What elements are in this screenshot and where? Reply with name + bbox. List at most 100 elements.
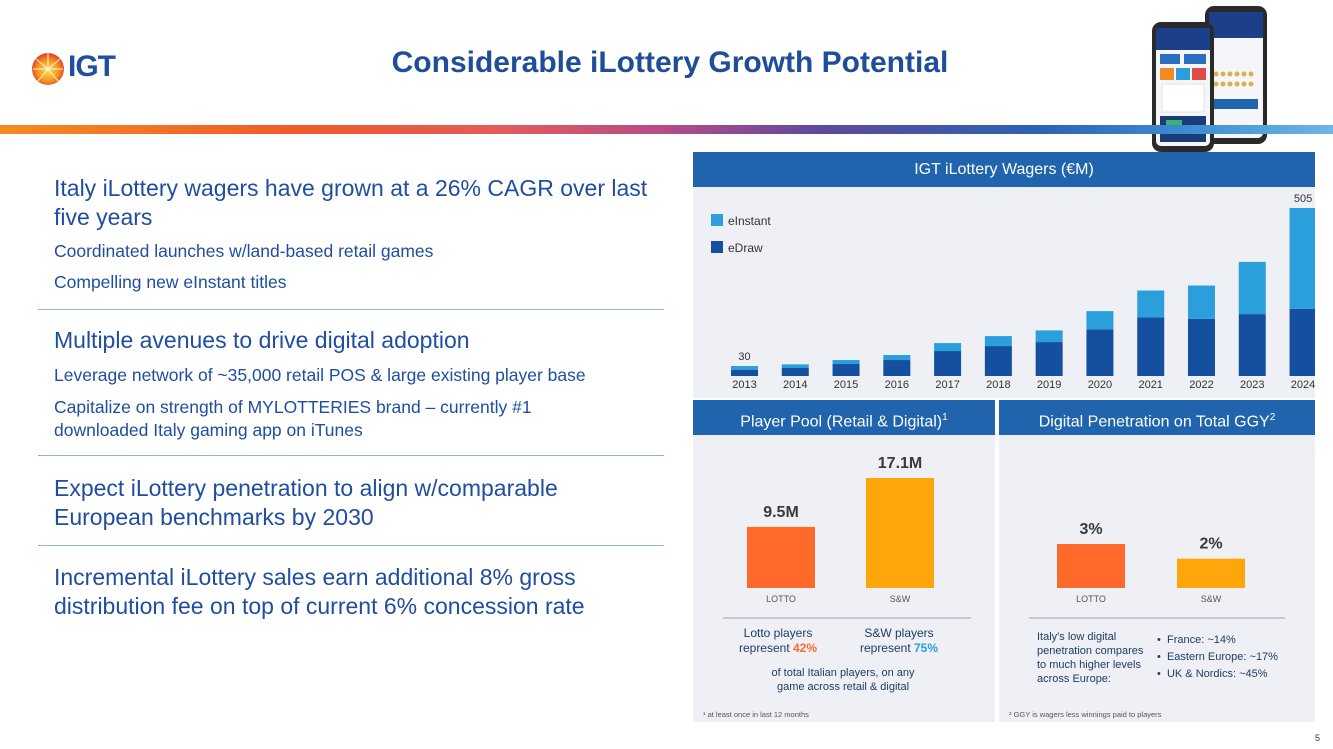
bar-edraw-2020 — [1086, 329, 1114, 376]
penetration-footnote: ² GGY is wagers less winnings paid to pl… — [1009, 710, 1162, 719]
x-tick-label: 2022 — [1189, 379, 1213, 391]
sw-share-pct: 75% — [914, 641, 939, 655]
bar-lotto — [747, 526, 815, 588]
bar-einstant-2020 — [1086, 311, 1114, 330]
x-tick-label: 2018 — [986, 379, 1010, 391]
section-4-heading: Incremental iLottery sales earn addition… — [54, 564, 585, 619]
section-2-bullet-2: Capitalize on strength of MYLOTTERIES br… — [54, 397, 532, 440]
wagers-panel: IGT iLottery Wagers (€M) eInstant eDraw … — [693, 152, 1315, 398]
x-tick-label: 2019 — [1037, 379, 1061, 391]
lotto-players-note: Lotto players represent 42% — [723, 626, 833, 656]
x-tick-label: 2024 — [1291, 379, 1315, 391]
bar-einstant-2019 — [1035, 330, 1063, 343]
bar-lotto — [1057, 544, 1125, 588]
bar-einstant-2013 — [731, 366, 758, 370]
mobile-app-phones-illustration — [1152, 6, 1267, 152]
category-label: S&W — [1201, 594, 1222, 604]
bar-edraw-2014 — [781, 368, 809, 376]
penetration-chart: 3% LOTTO 2% S&W — [1029, 521, 1285, 619]
bar-edraw-2017 — [934, 351, 962, 376]
sw-players-line1: S&W players — [864, 626, 934, 640]
value-label: 2% — [1199, 536, 1222, 553]
bar-einstant-2018 — [984, 336, 1012, 347]
section-3-heading: Expect iLottery penetration to align w/c… — [54, 475, 558, 530]
x-tick-label: 2014 — [783, 379, 807, 391]
bar-edraw-2018 — [984, 346, 1012, 376]
x-tick-label: 2023 — [1240, 379, 1264, 391]
footnote-marker: 1 — [942, 412, 948, 423]
x-tick-label: 2021 — [1138, 379, 1162, 391]
section-divider — [38, 455, 664, 456]
sw-players-note: S&W players represent 75% — [843, 626, 955, 656]
legend-edraw-label: eDraw — [728, 241, 763, 255]
player-pool-chart: 9.5M LOTTO 17.1M S&W — [723, 455, 971, 619]
penetration-title-text: Digital Penetration on Total GGY — [1038, 413, 1270, 431]
x-tick-label: 2013 — [732, 379, 756, 391]
x-tick-label: 2020 — [1088, 379, 1112, 391]
section-divider — [38, 545, 664, 546]
value-label: 9.5M — [763, 504, 799, 521]
logo-text: IGT — [68, 50, 116, 83]
lotto-share-pct: 42% — [793, 641, 818, 655]
benchmark-item: • UK & Nordics: ~45% — [1157, 668, 1268, 680]
digital-penetration-panel: Digital Penetration on Total GGY2 3% LOTT… — [999, 400, 1315, 722]
bar-edraw-2015 — [832, 364, 860, 376]
pool-footnote: ¹ at least once in last 12 months — [703, 710, 809, 719]
page-title: Considerable iLottery Growth Potential — [391, 46, 949, 79]
pool-caption: of total Italian players, on any game ac… — [771, 667, 915, 693]
bar-edraw-2019 — [1035, 342, 1063, 376]
section-2-bullet-1: Leverage network of ~35,000 retail POS &… — [54, 365, 586, 385]
bar-edraw-2013 — [731, 369, 758, 376]
data-label-2013: 30 — [738, 351, 750, 363]
page-number: 5 — [1314, 733, 1320, 743]
bar-einstant-2023 — [1238, 261, 1266, 315]
penetration-title: Digital Penetration on Total GGY2 — [999, 400, 1315, 435]
bar-einstant-2017 — [934, 343, 962, 352]
lotto-players-line1: Lotto players — [743, 626, 813, 640]
bar-einstant-2021 — [1137, 290, 1165, 318]
benchmark-eastern-europe: Eastern Europe: ~17% — [1166, 651, 1278, 663]
bar-snw — [866, 478, 934, 588]
bar-einstant-2016 — [883, 355, 911, 361]
section-1-bullet-2: Compelling new eInstant titles — [54, 272, 287, 292]
bar-edraw-2016 — [883, 360, 911, 376]
europe-benchmarks-list: • France: ~14% • Eastern Europe: ~17% • … — [1157, 632, 1307, 683]
sw-players-line2: represent 75% — [843, 641, 955, 656]
data-label-2024: 505 — [1294, 193, 1312, 205]
lotto-players-line2: represent 42% — [723, 641, 833, 656]
benchmark-france: France: ~14% — [1166, 634, 1236, 646]
category-label: LOTTO — [1076, 594, 1106, 604]
value-label: 3% — [1079, 521, 1102, 538]
bar-snw — [1177, 558, 1245, 588]
player-pool-title: Player Pool (Retail & Digital)1 — [693, 400, 995, 435]
bar-einstant-2015 — [832, 360, 860, 365]
section-2-heading: Multiple avenues to drive digital adopti… — [54, 327, 470, 353]
sw-represent: represent — [859, 641, 914, 655]
section-1-heading: Italy iLottery wagers have grown at a 26… — [54, 175, 648, 230]
category-label: LOTTO — [766, 594, 796, 604]
section-divider — [38, 309, 664, 310]
sunburst-logo-icon — [32, 53, 64, 85]
bar-edraw-2022 — [1187, 318, 1215, 376]
player-pool-panel: Player Pool (Retail & Digital)1 9.5M LOTT… — [693, 400, 995, 722]
legend-einstant-label: eInstant — [728, 214, 771, 228]
bar-edraw-2021 — [1137, 317, 1165, 376]
footnote-marker: 2 — [1269, 412, 1276, 423]
value-label: 17.1M — [878, 455, 922, 472]
wagers-chart-title: IGT iLottery Wagers (€M) — [693, 152, 1315, 187]
legend-edraw-swatch — [711, 241, 723, 253]
bar-einstant-2022 — [1187, 285, 1215, 319]
benchmark-item: • Eastern Europe: ~17% — [1157, 651, 1278, 663]
section-1-bullet-1: Coordinated launches w/land-based retail… — [54, 241, 434, 261]
igt-logo: IGT — [30, 50, 130, 86]
x-tick-label: 2017 — [935, 379, 959, 391]
legend-einstant-swatch — [711, 214, 723, 226]
lotto-represent: represent — [738, 641, 793, 655]
benchmark-item: • France: ~14% — [1157, 634, 1236, 646]
bar-edraw-2024 — [1289, 308, 1315, 376]
player-pool-title-text: Player Pool (Retail & Digital) — [740, 413, 943, 431]
header-gradient-stripe — [0, 125, 1333, 134]
category-label: S&W — [890, 594, 911, 604]
benchmark-uk-nordics: UK & Nordics: ~45% — [1166, 668, 1268, 680]
penetration-caption: Italy's low digital penetration compares… — [1037, 631, 1144, 685]
